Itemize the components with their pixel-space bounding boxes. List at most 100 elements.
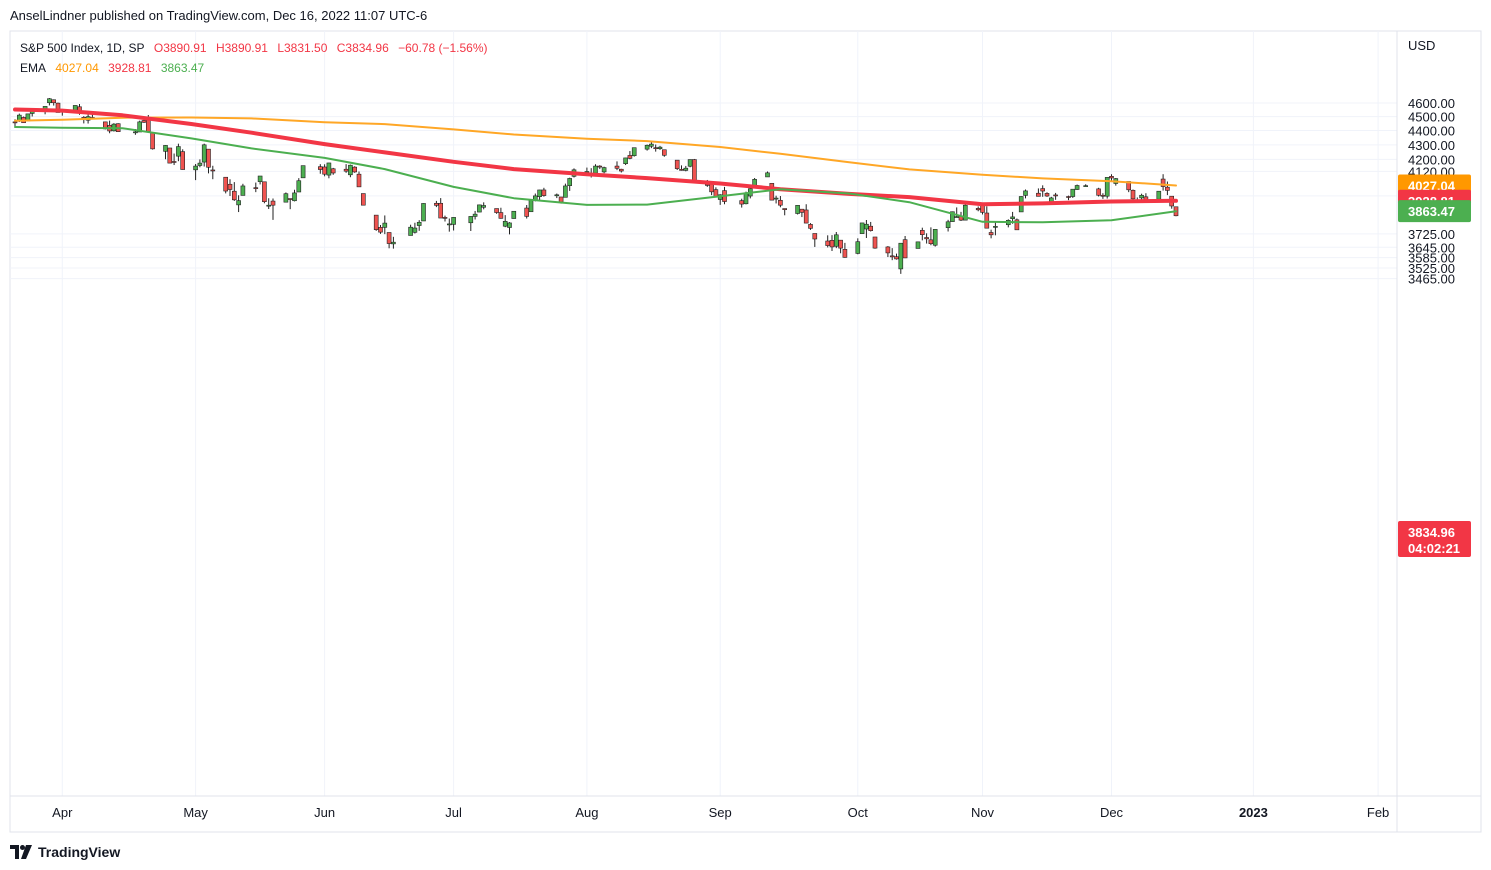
candle-body[interactable] — [266, 204, 272, 207]
candle-body[interactable] — [373, 214, 379, 230]
candle-body[interactable] — [442, 217, 448, 219]
candle-body[interactable] — [210, 169, 216, 172]
candle-body[interactable] — [326, 162, 332, 176]
candle-body[interactable] — [391, 241, 396, 245]
candle-body[interactable] — [653, 147, 659, 150]
candle-body[interactable] — [223, 176, 228, 192]
candle-body[interactable] — [601, 167, 607, 173]
candle-body[interactable] — [1010, 216, 1015, 219]
candle-body[interactable] — [481, 205, 487, 208]
candle-body[interactable] — [133, 131, 138, 134]
candle-body[interactable] — [477, 204, 482, 213]
candle-body[interactable] — [1096, 188, 1101, 196]
candle-body[interactable] — [507, 222, 512, 228]
candle-body[interactable] — [567, 178, 573, 186]
candle-body[interactable] — [180, 151, 185, 170]
candle-body[interactable] — [838, 239, 843, 249]
candle-body[interactable] — [803, 209, 809, 224]
candle-body[interactable] — [593, 165, 598, 174]
candle-body[interactable] — [360, 193, 366, 206]
candle-body[interactable] — [829, 240, 835, 248]
candle-body[interactable] — [993, 226, 998, 228]
candle-body[interactable] — [1104, 177, 1110, 197]
candle-body[interactable] — [287, 198, 293, 200]
candle-body[interactable] — [902, 239, 908, 259]
candle-body[interactable] — [283, 193, 289, 203]
candle-body[interactable] — [206, 148, 211, 168]
candle-body[interactable] — [683, 167, 689, 171]
candle-body[interactable] — [300, 165, 306, 179]
candle-body[interactable] — [163, 145, 168, 152]
candle-body[interactable] — [502, 220, 508, 227]
candle-body[interactable] — [1100, 194, 1106, 197]
candle-body[interactable] — [468, 216, 474, 224]
candle-body[interactable] — [72, 105, 78, 111]
candle-body[interactable] — [494, 208, 499, 213]
candle-body[interactable] — [919, 230, 925, 235]
candle-body[interactable] — [782, 208, 788, 210]
candle-body[interactable] — [855, 241, 861, 254]
candle-body[interactable] — [176, 146, 181, 157]
candle-body[interactable] — [317, 166, 323, 170]
candle-body[interactable] — [1139, 194, 1144, 199]
candle-body[interactable] — [980, 204, 985, 213]
candle-body[interactable] — [451, 217, 456, 225]
candle-body[interactable] — [1156, 190, 1162, 200]
candle-body[interactable] — [498, 212, 504, 219]
candle-body[interactable] — [137, 121, 142, 133]
candle-body[interactable] — [412, 227, 418, 233]
candle-body[interactable] — [674, 159, 680, 169]
candle-body[interactable] — [932, 229, 938, 246]
candle-body[interactable] — [438, 202, 444, 219]
candle-body[interactable] — [692, 159, 697, 182]
candle-body[interactable] — [167, 147, 173, 164]
candle-body[interactable] — [1014, 219, 1020, 231]
candle-body[interactable] — [421, 203, 426, 222]
candle-body[interactable] — [649, 143, 654, 147]
candle-body[interactable] — [928, 239, 934, 245]
candle-body[interactable] — [1070, 188, 1076, 197]
candle-body[interactable] — [408, 226, 413, 236]
candle-body[interactable] — [898, 242, 904, 270]
candle-body[interactable] — [416, 221, 422, 226]
candle-body[interactable] — [292, 192, 297, 202]
candle-body[interactable] — [743, 192, 749, 205]
candle-body[interactable] — [833, 234, 839, 247]
candle-body[interactable] — [679, 169, 684, 171]
candle-body[interactable] — [618, 168, 624, 172]
candle-body[interactable] — [193, 165, 198, 171]
candle-body[interactable] — [1130, 189, 1136, 200]
candle-body[interactable] — [945, 221, 951, 228]
candle-body[interactable] — [253, 187, 259, 189]
candle-body[interactable] — [446, 223, 452, 226]
candle-body[interactable] — [171, 161, 177, 163]
candle-body[interactable] — [141, 120, 147, 123]
candle-body[interactable] — [799, 208, 805, 213]
candle-body[interactable] — [240, 185, 246, 196]
candle-body[interactable] — [644, 144, 650, 150]
candle-body[interactable] — [1083, 185, 1088, 187]
candle-body[interactable] — [1023, 190, 1028, 196]
candle-body[interactable] — [197, 162, 203, 166]
candle-body[interactable] — [868, 225, 874, 231]
candle-body[interactable] — [150, 132, 155, 150]
candle-body[interactable] — [984, 212, 990, 229]
candle-body[interactable] — [352, 166, 358, 173]
candle-body[interactable] — [769, 183, 775, 201]
candle-body[interactable] — [55, 102, 61, 113]
candle-body[interactable] — [201, 144, 207, 163]
candle-body[interactable] — [47, 98, 52, 104]
candle-body[interactable] — [778, 199, 783, 206]
candle-body[interactable] — [348, 164, 353, 176]
candle-body[interactable] — [356, 173, 362, 188]
candle-body[interactable] — [257, 175, 263, 182]
candle-body[interactable] — [1074, 185, 1080, 190]
candle-body[interactable] — [954, 216, 960, 218]
candle-body[interactable] — [872, 236, 878, 249]
candle-body[interactable] — [511, 210, 517, 219]
candle-body[interactable] — [563, 185, 568, 198]
candle-body[interactable] — [885, 246, 891, 254]
candle-body[interactable] — [631, 147, 637, 157]
symbol-label[interactable]: S&P 500 Index, 1D, SP — [20, 41, 145, 55]
candle-body[interactable] — [1066, 196, 1071, 198]
